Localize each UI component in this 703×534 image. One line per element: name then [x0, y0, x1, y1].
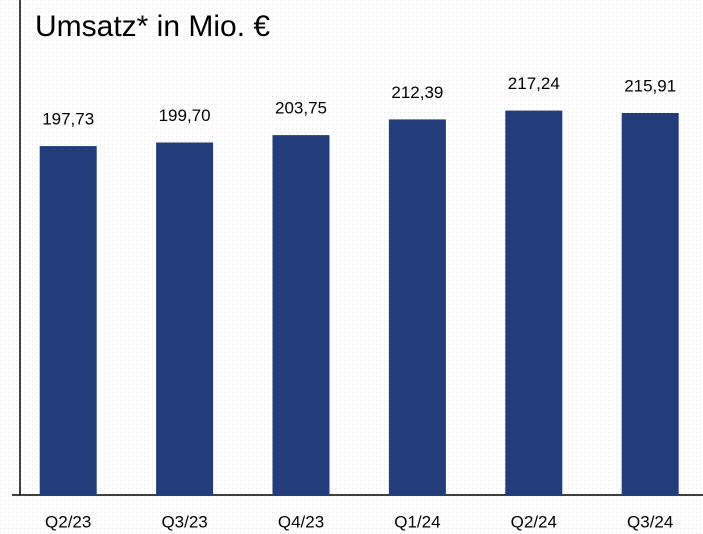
x-tick-label: Q2/24 — [511, 512, 557, 531]
value-label: 197,73 — [42, 110, 94, 129]
bar — [272, 135, 330, 495]
x-tick-label: Q3/23 — [161, 512, 207, 531]
value-label: 203,75 — [275, 99, 327, 118]
value-label: 215,91 — [624, 76, 676, 95]
x-tick-label: Q4/23 — [278, 512, 324, 531]
bar — [156, 142, 214, 495]
x-tick-label: Q1/24 — [394, 512, 440, 531]
value-label: 212,39 — [391, 83, 443, 102]
bar — [39, 146, 97, 495]
x-tick-label: Q3/24 — [627, 512, 673, 531]
value-label: 199,70 — [159, 106, 211, 125]
bar — [505, 110, 563, 495]
value-label: 217,24 — [508, 74, 560, 93]
bar — [621, 112, 679, 496]
x-tick-label: Q2/23 — [45, 512, 91, 531]
chart-title: Umsatz* in Mio. € — [35, 10, 270, 43]
bar — [388, 119, 446, 496]
